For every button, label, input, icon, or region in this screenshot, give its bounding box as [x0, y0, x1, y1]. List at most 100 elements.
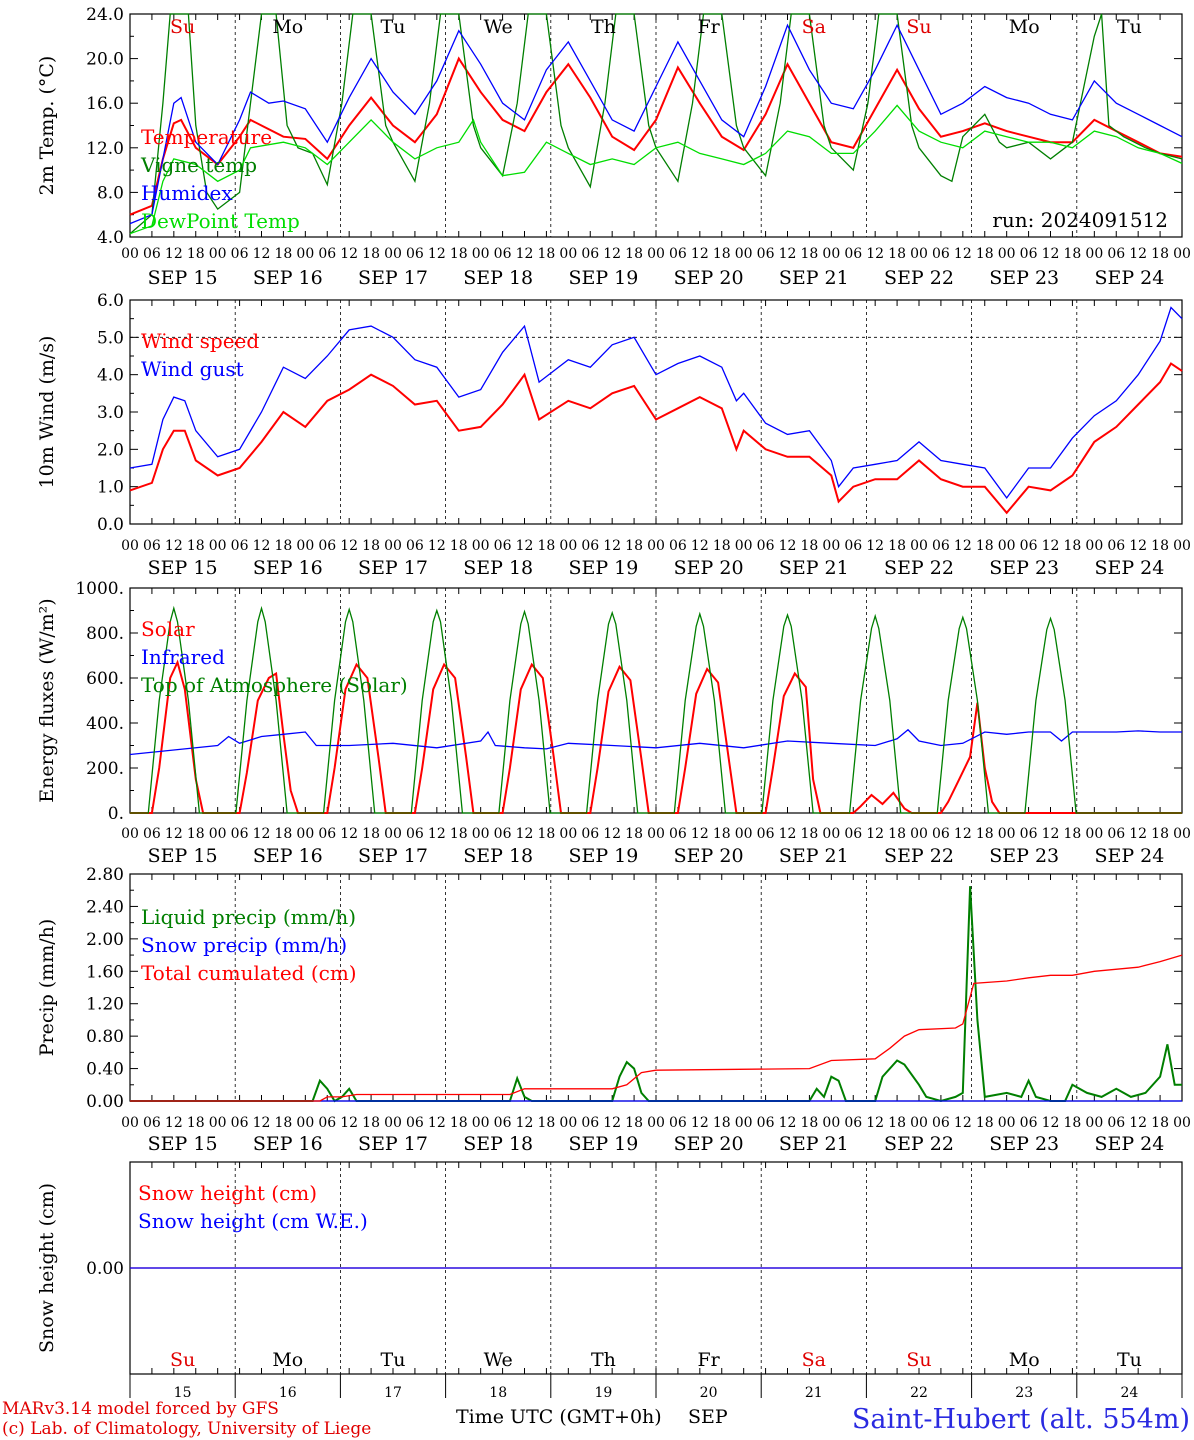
- hour-label: 00: [296, 826, 314, 842]
- hour-label: 12: [779, 538, 797, 554]
- weekday-label: We: [484, 1349, 513, 1371]
- hour-label: 00: [559, 538, 577, 554]
- hour-label: 18: [450, 826, 468, 842]
- date-label: SEP 21: [779, 557, 849, 579]
- y-tick-label: 3.0: [97, 403, 124, 423]
- legend-entry: Snow height (cm W.E.): [138, 1209, 368, 1233]
- weekday-label: Su: [906, 1349, 931, 1371]
- hour-label: 06: [318, 538, 336, 554]
- hour-label: 06: [932, 246, 950, 262]
- weekday-label: Th: [591, 1349, 616, 1371]
- hour-label: 18: [625, 538, 643, 554]
- hour-label: 12: [954, 826, 972, 842]
- date-label: SEP 21: [779, 845, 849, 867]
- station-label: Saint-Hubert (alt. 554m): [852, 1404, 1190, 1435]
- hour-label: 12: [779, 246, 797, 262]
- hour-label: 12: [691, 1115, 709, 1131]
- hour-label: 06: [406, 826, 424, 842]
- weekday-label: Fr: [697, 1349, 720, 1371]
- y-tick-label: 1.20: [86, 995, 124, 1015]
- hour-label: 18: [187, 538, 205, 554]
- legend-entry: Wind speed: [141, 329, 259, 353]
- hour-label: 18: [976, 246, 994, 262]
- hour-label: 18: [187, 826, 205, 842]
- y-tick-label: 800.: [86, 624, 124, 644]
- date-label: SEP 15: [148, 1133, 218, 1155]
- panel-2: 0.01.02.03.04.05.06.000 06 12 18 00 06 12 18 00 0…: [36, 291, 1191, 579]
- y-tick-label: 1.60: [86, 962, 124, 982]
- weekday-label: Th: [591, 16, 616, 38]
- weekday-label: Mo: [1009, 16, 1040, 38]
- date-label: SEP 18: [463, 267, 533, 289]
- date-label: SEP 18: [463, 1133, 533, 1155]
- run-label: run: 2024091512: [992, 208, 1168, 232]
- hour-label: 12: [428, 538, 446, 554]
- hour-label: 06: [231, 538, 249, 554]
- hour-label: 06: [143, 538, 161, 554]
- hour-label: 00: [735, 1115, 753, 1131]
- date-label: SEP 23: [989, 557, 1059, 579]
- hour-label: 00: [822, 826, 840, 842]
- hour-label: 18: [450, 246, 468, 262]
- hour-label: 18: [362, 538, 380, 554]
- hour-label: 12: [428, 1115, 446, 1131]
- hour-label: 00: [559, 246, 577, 262]
- hour-label: 18: [713, 246, 731, 262]
- hour-label: 18: [1151, 826, 1169, 842]
- hour-label: 00: [998, 246, 1016, 262]
- hour-label: 12: [779, 826, 797, 842]
- hour-label: 18: [976, 538, 994, 554]
- hour-label: 00: [1085, 1115, 1103, 1131]
- weekday-label: Su: [170, 16, 195, 38]
- day-number: 17: [384, 1385, 402, 1401]
- weekday-label: Su: [170, 1349, 195, 1371]
- legend-entry: Solar: [141, 617, 195, 641]
- hour-label: 18: [1064, 826, 1082, 842]
- hour-label: 00: [1085, 538, 1103, 554]
- hour-label: 00: [822, 246, 840, 262]
- series-line-temperature: [129, 56, 1183, 216]
- hour-label: 00: [559, 826, 577, 842]
- y-axis-title: 2m Temp. (°C): [36, 56, 58, 196]
- y-tick-label: 4.0: [97, 228, 124, 248]
- hour-label: 00: [1173, 1115, 1191, 1131]
- hour-label: 12: [1042, 826, 1060, 842]
- date-label: SEP 20: [674, 845, 744, 867]
- hour-label: 00: [735, 826, 753, 842]
- hour-label: 00: [121, 538, 139, 554]
- hour-label: 06: [143, 1115, 161, 1131]
- hour-label: 12: [253, 826, 271, 842]
- y-tick-label: 400.: [86, 714, 124, 734]
- hour-label: 18: [1064, 246, 1082, 262]
- hour-label: 12: [603, 1115, 621, 1131]
- hour-label: 18: [801, 246, 819, 262]
- legend-entry: Total cumulated (cm): [141, 961, 357, 985]
- hour-label: 12: [428, 246, 446, 262]
- series-line-dewpoint-temp: [129, 104, 1183, 235]
- day-number: 16: [279, 1385, 297, 1401]
- hour-label: 00: [1085, 246, 1103, 262]
- model-credit: MARv3.14 model forced by GFS: [2, 1399, 279, 1419]
- hour-label: 12: [340, 246, 358, 262]
- hour-label: 06: [581, 826, 599, 842]
- hour-label: 06: [1107, 538, 1125, 554]
- y-tick-label: 16.0: [86, 94, 124, 114]
- hour-label: 00: [384, 246, 402, 262]
- date-label: SEP 16: [253, 557, 323, 579]
- y-tick-label: 0.80: [86, 1027, 124, 1047]
- hour-label: 00: [998, 1115, 1016, 1131]
- hour-label: 12: [954, 538, 972, 554]
- hour-label: 06: [669, 538, 687, 554]
- date-label: SEP 18: [463, 845, 533, 867]
- hour-label: 12: [428, 826, 446, 842]
- legend-entry: Infrared: [141, 645, 225, 669]
- hour-label: 18: [888, 246, 906, 262]
- hour-label: 00: [121, 1115, 139, 1131]
- hour-label: 12: [1129, 1115, 1147, 1131]
- panel-1: 4.08.012.016.020.024.000 06 12 18 00 06 12 18 00…: [36, 5, 1191, 289]
- y-tick-label: 5.0: [97, 328, 124, 348]
- y-axis-title: Energy fluxes (W/m²): [36, 598, 58, 802]
- legend-entry: Snow precip (mm/h): [141, 933, 347, 957]
- weekday-label: Mo: [272, 1349, 303, 1371]
